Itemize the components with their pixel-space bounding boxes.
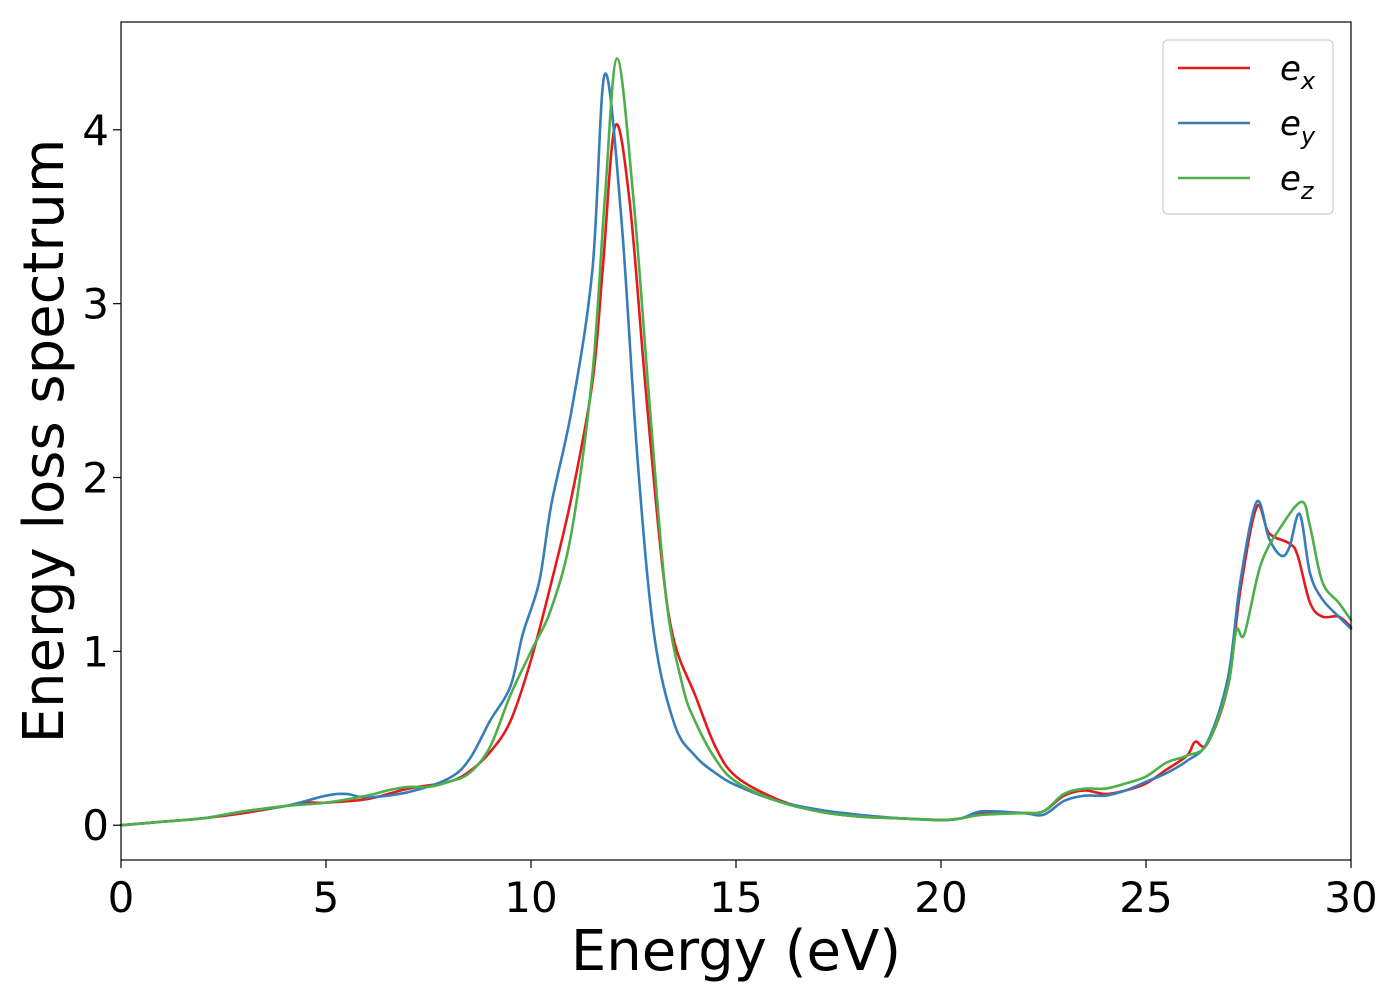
x-axis-label: Energy (eV) [571,919,901,984]
x-tick-label: 30 [1324,873,1377,922]
legend: ex ey ez [1162,39,1334,215]
y-tick-label: 0 [82,801,109,850]
legend-box [1162,39,1334,215]
y-tick-label: 3 [82,280,109,329]
legend-label-y: ey [1280,104,1316,150]
legend-label-x: ex [1280,49,1316,95]
x-axis-ticks: 0 5 10 15 20 25 30 [108,860,1378,922]
legend-label-z: ez [1280,159,1315,205]
y-tick-label: 2 [82,454,109,503]
y-tick-label: 1 [82,627,109,676]
series-layer [119,57,1353,827]
series-line-e-z [119,57,1353,827]
x-tick-label: 15 [709,873,762,922]
series-line-e-y [119,72,1353,827]
x-tick-label: 0 [108,873,135,922]
x-tick-label: 5 [313,873,340,922]
x-tick-label: 20 [914,873,967,922]
plot-background [121,22,1351,860]
y-tick-label: 4 [82,106,109,155]
x-tick-label: 25 [1119,873,1172,922]
x-tick-label: 10 [504,873,557,922]
y-axis-ticks: 0 1 2 3 4 [82,106,121,850]
y-axis-label: Energy loss spectrum [12,139,77,744]
